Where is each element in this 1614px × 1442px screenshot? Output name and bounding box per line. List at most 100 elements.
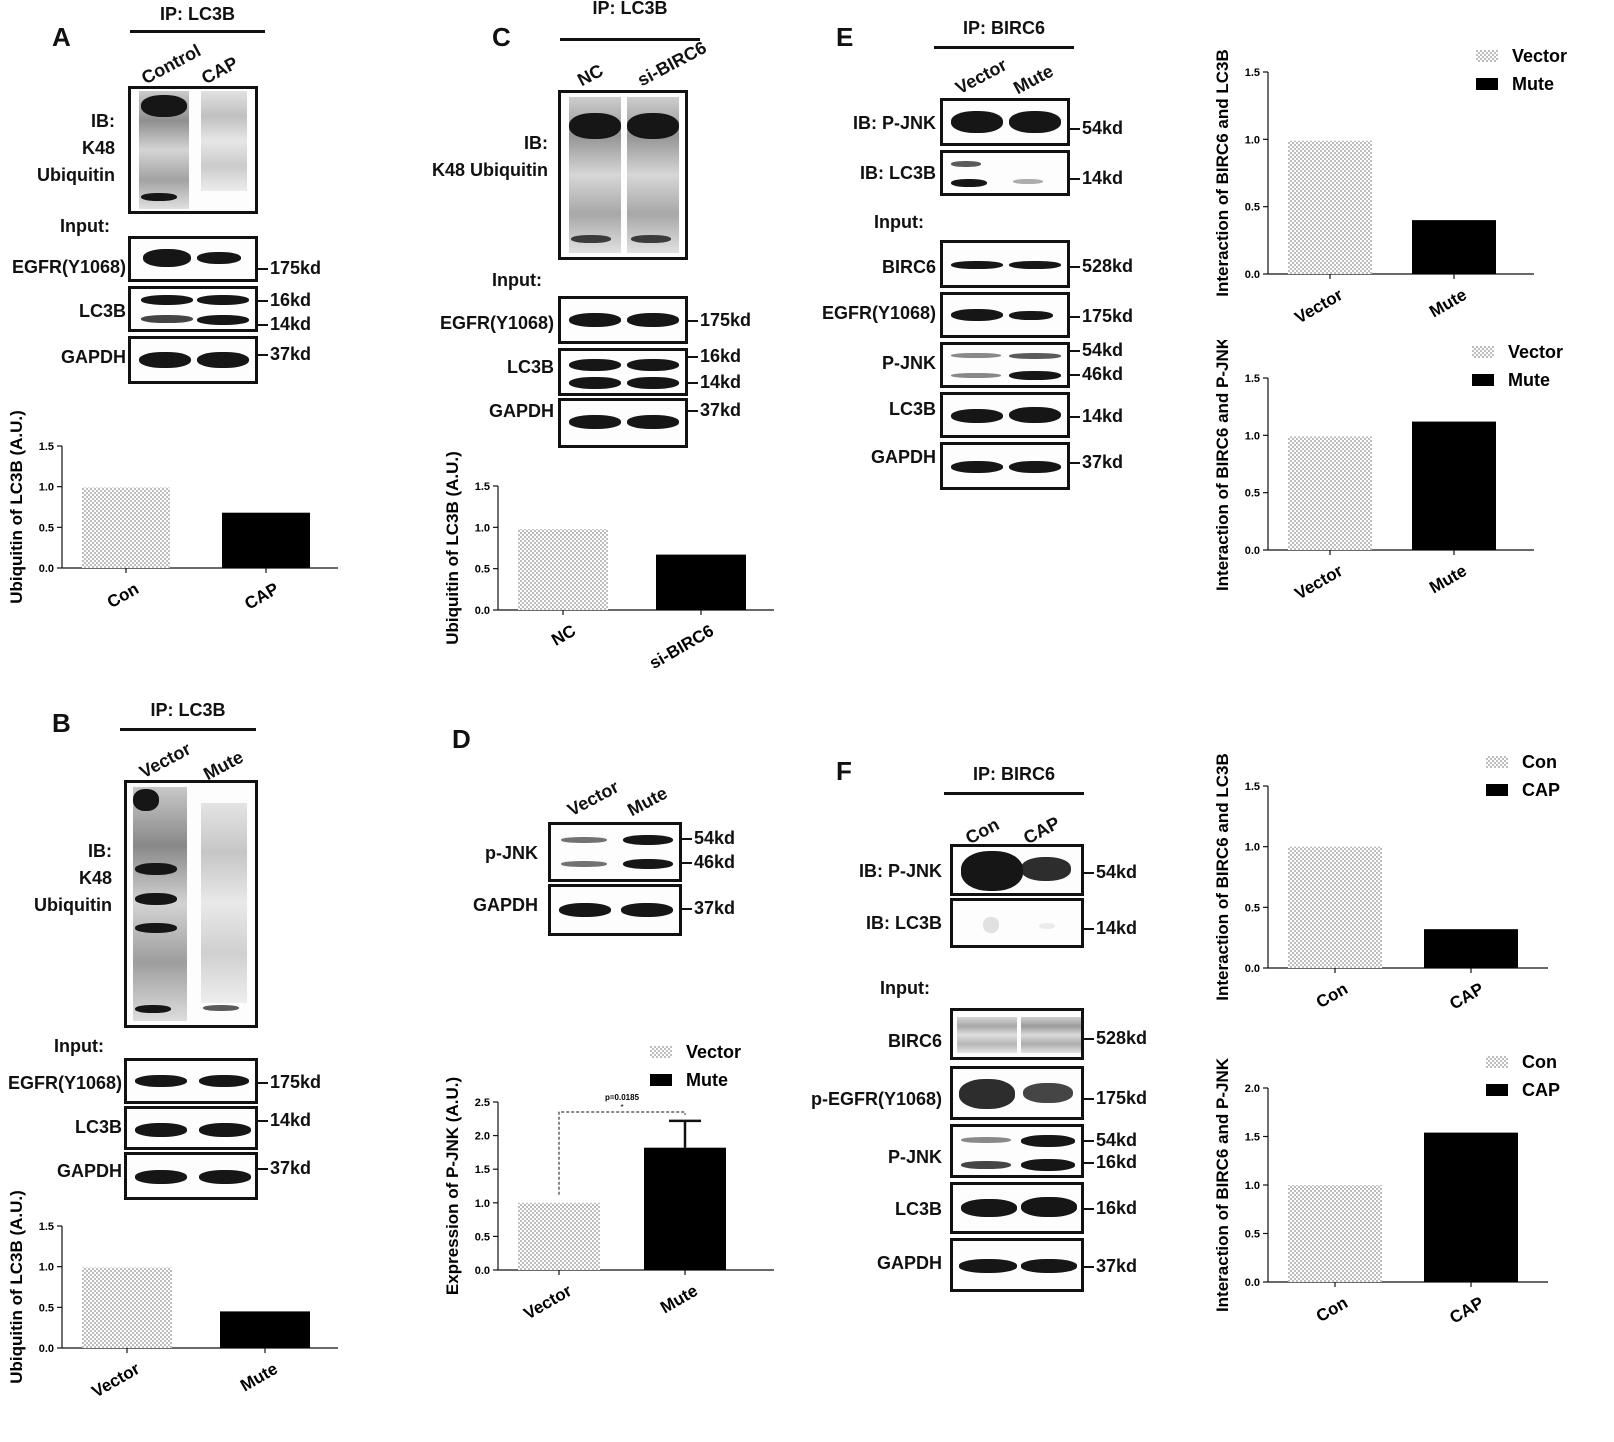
kd-a-lc3b-1: 16kd — [258, 290, 311, 311]
ib-label-c: IB: K48 Ubiquitin — [432, 133, 548, 180]
y-axis-label: Interaction of BIRC6 and P-JNK — [1213, 1057, 1232, 1312]
legend-label: Con — [1522, 752, 1557, 772]
bar-vector — [518, 1202, 600, 1270]
blot-c-ip — [558, 90, 688, 260]
kd-b-gapdh: 37kd — [258, 1158, 311, 1179]
panel-letter-c: C — [492, 22, 511, 52]
legend-swatch — [1486, 1056, 1508, 1068]
kd-f-birc6: 528kd — [1084, 1028, 1147, 1049]
kd-f-ib-lc3b: 14kd — [1084, 918, 1137, 939]
row-label-e-birc6: BIRC6 — [881, 257, 936, 277]
kd-b-egfr: 175kd — [258, 1072, 321, 1093]
blot-e-gapdh — [940, 442, 1070, 490]
ip-line-f — [944, 792, 1084, 795]
legend-swatch — [1486, 1084, 1508, 1096]
row-label-f-lc3b: LC3B — [894, 1199, 942, 1219]
row-label-b-gapdh: GAPDH — [56, 1161, 122, 1181]
bar-mute — [644, 1147, 726, 1270]
y-tick-label: 0.0 — [1245, 963, 1260, 975]
ip-line-b — [120, 728, 256, 731]
y-tick-label: 0.5 — [1245, 1229, 1260, 1241]
y-axis-label: Interaction of BIRC6 and P-JNK — [1213, 340, 1232, 591]
legend-label: Con — [1522, 1052, 1557, 1072]
kd-a-lc3b-2: 14kd — [258, 314, 311, 335]
panel-letter-a: A — [52, 22, 71, 52]
kd-a-egfr: 175kd — [258, 258, 321, 279]
x-tick-label: CAP — [1446, 979, 1487, 1013]
y-tick-label: 2.5 — [475, 1097, 490, 1109]
chart-d: 0.0 0.5 1.0 1.5 2.0 2.5 Expression of P-JNK (A… — [443, 1042, 774, 1323]
bar-con — [82, 487, 170, 568]
y-tick-label: 1.5 — [475, 481, 490, 493]
chart-a: 0.0 0.5 1.0 1.5 Ubiquitin of LC3B (A.U.) Con C… — [7, 410, 338, 613]
y-tick-label: 2.0 — [1245, 1083, 1260, 1095]
y-tick-label: 0.5 — [1245, 202, 1260, 214]
bar-vector — [1288, 140, 1372, 274]
y-tick-label: 0.5 — [1245, 488, 1260, 500]
blot-a-lc3b — [128, 286, 258, 332]
kd-e-birc6: 528kd — [1070, 256, 1133, 277]
ip-title-a: IP: LC3B — [159, 4, 235, 24]
lane-label-c-2: si-BIRC6 — [634, 37, 710, 91]
y-tick-label: 0.5 — [39, 1302, 54, 1314]
input-label-e: Input: — [874, 212, 924, 232]
x-tick-label: si-BIRC6 — [646, 621, 717, 673]
x-tick-label: Mute — [1426, 285, 1470, 321]
legend-swatch — [1472, 346, 1494, 358]
lane-label-a-2: CAP — [198, 52, 242, 89]
bar-mute — [1412, 421, 1496, 550]
row-label-e-egfr: EGFR(Y1068) — [821, 303, 936, 323]
bar-si-birc6 — [656, 554, 746, 610]
blot-c-gapdh — [558, 398, 688, 448]
blot-f-ib-pjnk — [950, 844, 1084, 896]
blot-d-pjnk — [548, 822, 682, 882]
y-tick-label: 1.5 — [39, 441, 54, 453]
y-tick-label: 0.0 — [1245, 1277, 1260, 1289]
row-label-c-gapdh: GAPDH — [488, 401, 554, 421]
ip-title-c: IP: LC3B — [592, 0, 668, 18]
row-label-a-lc3b: LC3B — [78, 301, 126, 321]
kd-c-lc3b-2: 14kd — [688, 372, 741, 393]
lane-label-d-1: Vector — [564, 776, 623, 821]
blot-e-birc6 — [940, 240, 1070, 288]
kd-f-gapdh: 37kd — [1084, 1256, 1137, 1277]
chart-e1: 0.0 0.5 1.0 1.5 Interaction of BIRC6 and LC3… — [1213, 46, 1567, 327]
x-tick-label: NC — [548, 621, 579, 650]
blot-c-lc3b — [558, 348, 688, 396]
y-tick-label: 0.0 — [39, 563, 54, 575]
kd-e-lc3b: 14kd — [1070, 406, 1123, 427]
x-tick-label: Con — [1313, 1293, 1351, 1326]
legend-swatch — [650, 1074, 672, 1086]
row-label-f-birc6: BIRC6 — [887, 1031, 942, 1051]
row-label-d-pjnk: p-JNK — [485, 843, 538, 863]
bar-con — [1288, 846, 1382, 968]
x-tick-label: CAP — [241, 579, 282, 613]
blot-e-ib-lc3b — [940, 150, 1070, 196]
lane-label-e-2: Mute — [1010, 60, 1057, 99]
kd-f-egfr: 175kd — [1084, 1088, 1147, 1109]
blot-f-birc6 — [950, 1008, 1084, 1060]
legend-label: Vector — [1508, 342, 1563, 362]
row-label-a-egfr: EGFR(Y1068) — [11, 257, 126, 277]
y-tick-label: 1.5 — [475, 1164, 490, 1176]
kd-f-lc3b: 16kd — [1084, 1198, 1137, 1219]
lane-label-b-1: Vector — [136, 738, 195, 783]
x-tick-label: Vector — [1291, 561, 1346, 604]
bar-mute — [220, 1311, 310, 1348]
y-tick-label: 1.5 — [1245, 67, 1260, 79]
legend-swatch — [1476, 78, 1498, 90]
y-tick-label: 1.0 — [39, 1262, 54, 1274]
y-tick-label: 1.0 — [475, 522, 490, 534]
row-label-c-egfr: EGFR(Y1068) — [439, 313, 554, 333]
kd-d-pjnk-1: 54kd — [682, 828, 735, 849]
kd-e-pjnk-1: 54kd — [1070, 340, 1123, 361]
y-tick-label: 1.5 — [1245, 373, 1260, 385]
blot-e-pjnk — [940, 342, 1070, 388]
chart-b: 0.0 0.5 1.0 1.5 Ubiquitin of LC3B (A.U.) Vect… — [7, 1190, 338, 1401]
row-label-b-egfr: EGFR(Y1068) — [7, 1073, 122, 1093]
x-tick-label: Mute — [1426, 561, 1470, 597]
blot-f-ib-lc3b — [950, 898, 1084, 948]
blot-d-gapdh — [548, 884, 682, 936]
row-label-a-gapdh: GAPDH — [60, 347, 126, 367]
legend-label: Mute — [1508, 370, 1550, 390]
